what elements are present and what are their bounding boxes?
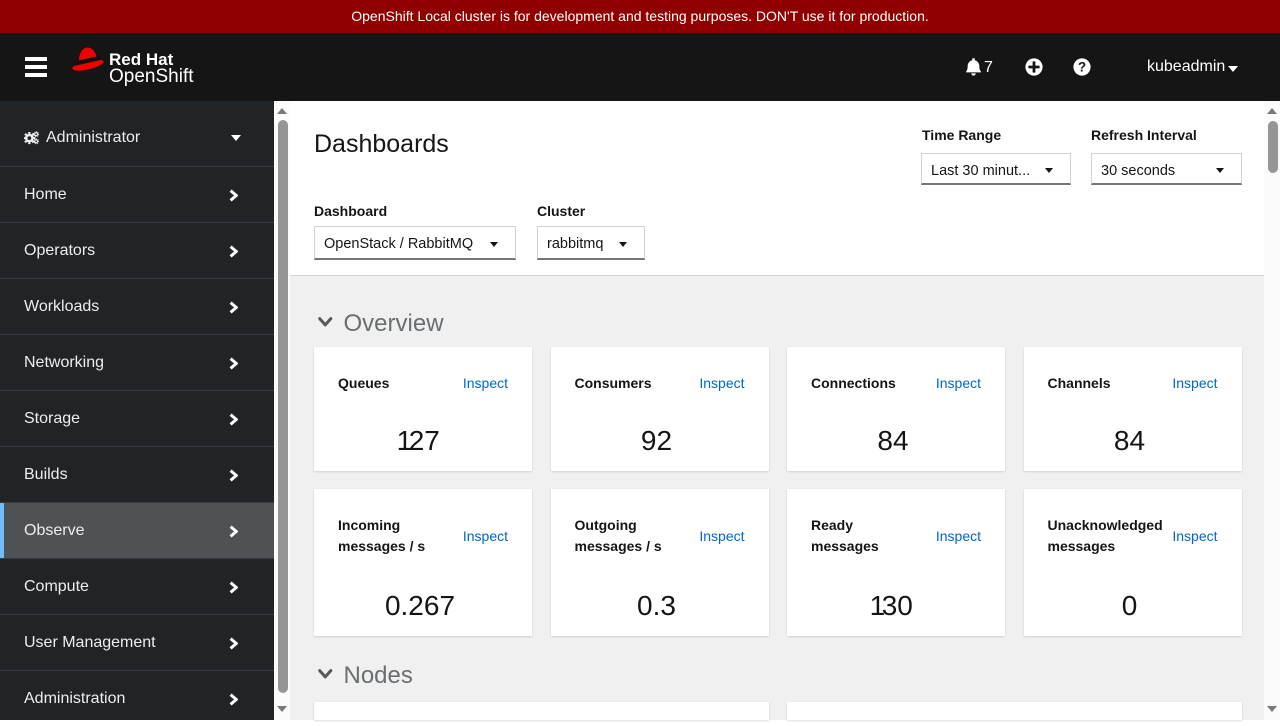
svg-text:?: ? xyxy=(1078,60,1086,75)
